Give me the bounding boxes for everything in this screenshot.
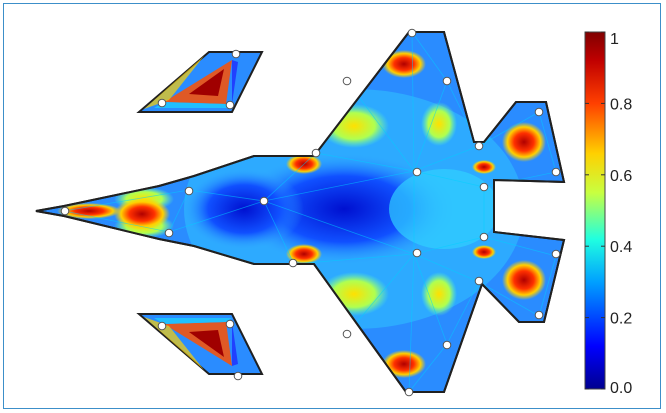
mesh-node: [442, 76, 452, 86]
colorbar-tick-label: 0.0: [610, 380, 632, 397]
mesh-node: [225, 319, 235, 329]
mesh-node: [479, 182, 489, 192]
colorbar-tick-label: 1: [610, 31, 619, 48]
mesh-node: [164, 228, 174, 238]
colorbar: 0.0 0.2 0.4 0.6 0.8 1: [584, 31, 632, 397]
aircraft-mesh: [35, 31, 566, 393]
colorbar-tick-label: 0.6: [610, 168, 632, 185]
mesh-node: [442, 340, 452, 350]
mesh-node: [474, 276, 484, 286]
mesh-node: [157, 98, 167, 108]
mesh-node: [551, 167, 561, 177]
mesh-node: [474, 141, 484, 151]
mesh-node: [231, 49, 241, 59]
lower-canard: [136, 313, 264, 375]
field-plot: 0.0 0.2 0.4 0.6 0.8 1: [35, 28, 632, 397]
figure-frame: 0.0 0.2 0.4 0.6 0.8 1: [3, 3, 661, 409]
colorbar-tick-label: 0.8: [610, 96, 632, 113]
mesh-node: [412, 167, 422, 177]
mesh-node: [534, 310, 544, 320]
mesh-node: [225, 100, 235, 110]
colorbar-ticks: 0.0 0.2 0.4 0.6 0.8 1: [585, 31, 632, 397]
mesh-node: [479, 232, 489, 242]
mesh-node: [60, 206, 70, 216]
mesh-node: [184, 186, 194, 196]
upper-canard: [136, 51, 264, 113]
mesh-node: [342, 329, 352, 339]
mesh-node: [233, 371, 243, 381]
mesh-node: [551, 249, 561, 259]
colorbar-tick-label: 0.4: [610, 239, 632, 256]
colorbar-tick-label: 0.2: [610, 311, 632, 328]
mesh-node: [288, 258, 298, 268]
mesh-node: [407, 28, 417, 38]
mesh-node: [534, 107, 544, 117]
mesh-nodes: [60, 28, 561, 397]
mesh-node: [259, 196, 269, 206]
mesh-node: [412, 248, 422, 258]
mesh-node: [342, 76, 352, 86]
mesh-node: [404, 387, 414, 397]
mesh-node: [157, 321, 167, 331]
mesh-node: [311, 148, 321, 158]
colorbar-scale: [584, 31, 606, 390]
